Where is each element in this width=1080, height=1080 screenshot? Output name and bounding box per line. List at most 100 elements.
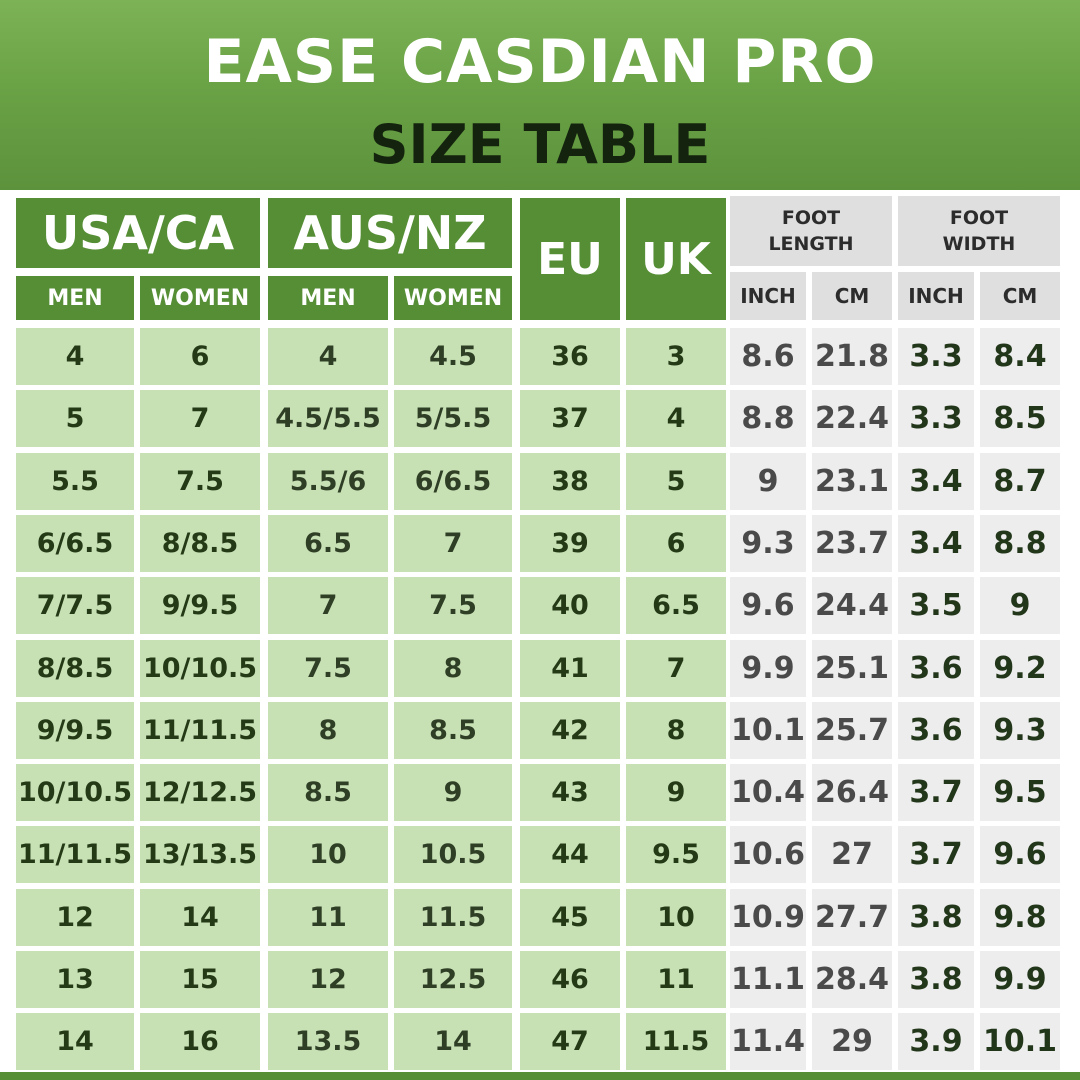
cell-aus-women: 5/5.5 xyxy=(394,390,512,447)
cell-length-cm: 24.4 xyxy=(812,577,892,634)
cell-width-cm: 8.5 xyxy=(980,390,1060,447)
cell-usa-men: 5.5 xyxy=(16,453,134,510)
cell-length-cm: 25.7 xyxy=(812,702,892,759)
header-uk: UK xyxy=(626,198,726,320)
cell-length-inch: 10.6 xyxy=(730,826,806,883)
cell-aus-men: 8.5 xyxy=(268,764,388,821)
cell-usa-men: 11/11.5 xyxy=(16,826,134,883)
cell-aus-men: 4.5/5.5 xyxy=(268,390,388,447)
cell-uk: 7 xyxy=(626,640,726,697)
cell-width-inch: 3.7 xyxy=(898,826,974,883)
cell-aus-women: 10.5 xyxy=(394,826,512,883)
cell-length-cm: 23.7 xyxy=(812,515,892,572)
cell-uk: 9.5 xyxy=(626,826,726,883)
cell-usa-men: 9/9.5 xyxy=(16,702,134,759)
cell-usa-men: 10/10.5 xyxy=(16,764,134,821)
cell-width-cm: 9.2 xyxy=(980,640,1060,697)
cell-length-cm: 26.4 xyxy=(812,764,892,821)
cell-aus-men: 7.5 xyxy=(268,640,388,697)
cell-length-inch: 9.3 xyxy=(730,515,806,572)
cell-usa-men: 7/7.5 xyxy=(16,577,134,634)
cell-usa-men: 4 xyxy=(16,328,134,385)
cell-eu: 37 xyxy=(520,390,620,447)
header-usa-ca: USA/CA xyxy=(16,198,260,268)
cell-eu: 38 xyxy=(520,453,620,510)
header-length-cm: CM xyxy=(812,272,892,320)
cell-length-inch: 9 xyxy=(730,453,806,510)
cell-length-cm: 21.8 xyxy=(812,328,892,385)
cell-length-inch: 11.4 xyxy=(730,1013,806,1070)
cell-usa-men: 12 xyxy=(16,889,134,946)
cell-eu: 44 xyxy=(520,826,620,883)
cell-aus-women: 11.5 xyxy=(394,889,512,946)
cell-length-cm: 23.1 xyxy=(812,453,892,510)
cell-usa-men: 6/6.5 xyxy=(16,515,134,572)
cell-aus-men: 10 xyxy=(268,826,388,883)
cell-width-inch: 3.6 xyxy=(898,640,974,697)
cell-width-inch: 3.4 xyxy=(898,515,974,572)
cell-usa-women: 9/9.5 xyxy=(140,577,260,634)
cell-aus-men: 5.5/6 xyxy=(268,453,388,510)
cell-width-cm: 8.4 xyxy=(980,328,1060,385)
cell-aus-men: 6.5 xyxy=(268,515,388,572)
cell-width-inch: 3.3 xyxy=(898,390,974,447)
cell-eu: 39 xyxy=(520,515,620,572)
cell-usa-women: 10/10.5 xyxy=(140,640,260,697)
cell-aus-women: 8.5 xyxy=(394,702,512,759)
cell-uk: 5 xyxy=(626,453,726,510)
header-aus-men: MEN xyxy=(268,276,388,320)
cell-width-cm: 9.5 xyxy=(980,764,1060,821)
cell-width-inch: 3.4 xyxy=(898,453,974,510)
cell-aus-women: 6/6.5 xyxy=(394,453,512,510)
cell-width-inch: 3.5 xyxy=(898,577,974,634)
cell-length-cm: 25.1 xyxy=(812,640,892,697)
cell-usa-women: 13/13.5 xyxy=(140,826,260,883)
cell-uk: 9 xyxy=(626,764,726,821)
cell-aus-women: 7.5 xyxy=(394,577,512,634)
cell-usa-women: 16 xyxy=(140,1013,260,1070)
cell-eu: 47 xyxy=(520,1013,620,1070)
header-banner: EASE CASDIAN PRO SIZE TABLE xyxy=(0,0,1080,190)
cell-length-inch: 8.8 xyxy=(730,390,806,447)
cell-aus-women: 9 xyxy=(394,764,512,821)
cell-usa-women: 15 xyxy=(140,951,260,1008)
header-foot-length: FOOT LENGTH xyxy=(730,196,892,266)
cell-uk: 8 xyxy=(626,702,726,759)
cell-length-inch: 8.6 xyxy=(730,328,806,385)
cell-uk: 11 xyxy=(626,951,726,1008)
cell-uk: 6 xyxy=(626,515,726,572)
cell-usa-women: 14 xyxy=(140,889,260,946)
cell-length-cm: 27.7 xyxy=(812,889,892,946)
cell-aus-men: 8 xyxy=(268,702,388,759)
cell-length-cm: 28.4 xyxy=(812,951,892,1008)
cell-eu: 41 xyxy=(520,640,620,697)
cell-eu: 43 xyxy=(520,764,620,821)
cell-aus-men: 4 xyxy=(268,328,388,385)
cell-length-inch: 10.4 xyxy=(730,764,806,821)
cell-usa-women: 11/11.5 xyxy=(140,702,260,759)
cell-usa-women: 7.5 xyxy=(140,453,260,510)
cell-eu: 40 xyxy=(520,577,620,634)
cell-width-inch: 3.8 xyxy=(898,889,974,946)
cell-uk: 10 xyxy=(626,889,726,946)
page-subtitle: SIZE TABLE xyxy=(369,113,711,176)
header-usa-men: MEN xyxy=(16,276,134,320)
bottom-bar xyxy=(0,1072,1080,1080)
page-title: EASE CASDIAN PRO xyxy=(203,27,877,97)
header-eu: EU xyxy=(520,198,620,320)
cell-aus-women: 4.5 xyxy=(394,328,512,385)
cell-eu: 46 xyxy=(520,951,620,1008)
cell-width-inch: 3.8 xyxy=(898,951,974,1008)
cell-width-cm: 9.9 xyxy=(980,951,1060,1008)
cell-uk: 11.5 xyxy=(626,1013,726,1070)
cell-aus-women: 8 xyxy=(394,640,512,697)
cell-width-cm: 9.3 xyxy=(980,702,1060,759)
cell-eu: 42 xyxy=(520,702,620,759)
cell-uk: 6.5 xyxy=(626,577,726,634)
header-aus-women: WOMEN xyxy=(394,276,512,320)
header-width-inch: INCH xyxy=(898,272,974,320)
cell-width-cm: 8.7 xyxy=(980,453,1060,510)
cell-length-cm: 29 xyxy=(812,1013,892,1070)
cell-usa-men: 13 xyxy=(16,951,134,1008)
cell-length-cm: 22.4 xyxy=(812,390,892,447)
